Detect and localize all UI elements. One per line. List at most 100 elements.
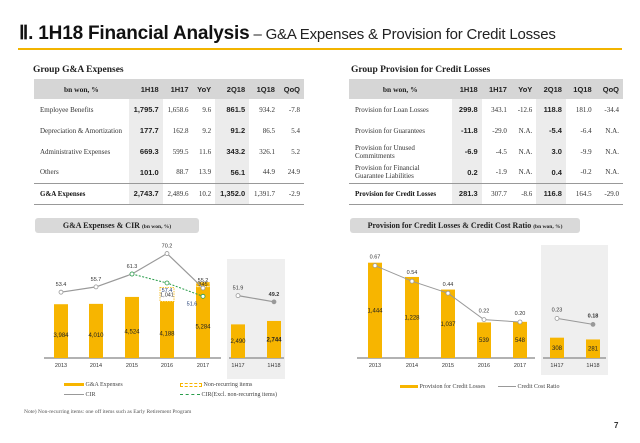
ga-chart-title-text: G&A Expenses & CIR (62, 221, 140, 230)
cell-1q18: 934.2 (259, 105, 275, 114)
column-header: bn won, % (34, 79, 129, 99)
bar-ga-expenses (54, 304, 68, 358)
legend-pcl: Provision for Credit Losses (400, 384, 485, 390)
cell-1q18: 1,391.7 (249, 182, 279, 205)
cell-qoq: 5.4 (291, 126, 300, 135)
cell-1h17: 162.8 (172, 126, 189, 135)
cell-1h18: 101.0 (128, 162, 163, 183)
bar-value-label: 2,744 (266, 337, 282, 343)
cir-value-label: 53.4 (56, 282, 67, 288)
bar-value-label: 4,010 (88, 333, 104, 339)
x-tick-label: 2014 (90, 363, 102, 369)
column-header: 2Q18 (536, 79, 566, 99)
row-label: Provision for Credit Losses (349, 182, 452, 205)
title-main: Ⅱ. 1H18 Financial Analysis (19, 23, 250, 44)
total-row: Provision for Credit Losses 281.3 307.7 -8.… (349, 182, 623, 205)
column-header: bn won, % (349, 79, 452, 99)
legend-ccr: Credit Cost Ratio (498, 384, 560, 390)
cell-yoy: N.A. (518, 168, 533, 177)
point-cir-excl (164, 280, 170, 286)
bar-provision (513, 321, 527, 358)
x-tick-label: 2016 (161, 363, 173, 369)
cell-1q18: 44.9 (262, 168, 275, 177)
cell-yoy: 9.6 (202, 105, 212, 114)
column-header: 1H18 (451, 79, 482, 99)
cell-1h17: 88.7 (176, 168, 189, 177)
cell-1h17: 2,489.6 (162, 182, 193, 205)
bar-value-label: 308 (552, 346, 563, 352)
cell-yoy: N.A. (518, 126, 533, 135)
row-label-text: Others (40, 168, 59, 177)
bar-ga-expenses (231, 324, 245, 358)
row-label: G&A Expenses (34, 182, 129, 205)
cir-value-label: 49.2 (269, 292, 280, 298)
column-header: QoQ (595, 79, 623, 99)
pcl-table-title: Group Provision for Credit Losses (351, 65, 491, 75)
cell-2q18: 91.2 (215, 120, 250, 141)
row-label: Others (34, 162, 129, 183)
cell-1q18: 164.5 (565, 182, 596, 205)
point-credit-cost-ratio (481, 317, 487, 323)
bar-value-label: 281 (588, 347, 599, 353)
row-label: Employee Benefits (34, 99, 129, 120)
bar-provision (550, 337, 564, 358)
cir-value-label: 61.3 (127, 264, 138, 270)
point-credit-cost-ratio (445, 290, 451, 296)
column-header: 1H18 (128, 79, 163, 99)
cell-1h17: -4.5 (495, 147, 507, 156)
cell-2q18: 343.2 (215, 141, 250, 162)
bar-value-label: 4,188 (159, 332, 175, 338)
line-cir (237, 295, 275, 303)
point-cir (271, 299, 277, 305)
legend-label: Credit Cost Ratio (517, 384, 560, 390)
point-credit-cost-ratio (409, 278, 415, 284)
cell-2q18: 56.1 (215, 162, 250, 183)
ga-chart-title: G&A Expenses & CIR (bn won, %) (35, 218, 199, 233)
legend-green-dash-swatch (180, 394, 200, 396)
legend-dashed-swatch (180, 382, 202, 387)
point-cir (93, 284, 99, 290)
column-header: YoY (192, 79, 216, 99)
ratio-value-label: 0.67 (370, 255, 381, 261)
table-row: Provision for Financial Guarantee Liabili… (349, 162, 623, 183)
table-row: Provision for Loan Losses 299.8 343.1 -12.6… (349, 99, 623, 120)
cir-excl-value-label: 57.4 (162, 288, 173, 294)
page-number: 7 (614, 421, 619, 430)
cell-1h18: 2,743.7 (128, 182, 163, 205)
cell-yoy: -8.6 (510, 182, 537, 205)
title-subtitle: G&A Expenses & Provision for Credit Loss… (265, 26, 556, 43)
legend-non-recurring: Non-recurring items (180, 382, 252, 388)
point-credit-cost-ratio (372, 263, 378, 269)
highlight-panel (227, 259, 285, 379)
row-label-text: Provision for Loan Losses (355, 105, 429, 114)
cell-2q18: 0.4 (536, 162, 566, 183)
legend-cir: CIR (64, 392, 96, 398)
table-row: Depreciation & Amortization 177.7 162.8 9.2… (34, 120, 304, 141)
table-row: Provision for Guarantees -11.8 -29.0 N.A. -5… (349, 120, 623, 141)
row-label: Administrative Expenses (34, 141, 129, 162)
legend-label: Provision for Credit Losses (419, 384, 486, 390)
bar-provision (441, 289, 455, 358)
legend-ga-expenses: G&A Expenses (64, 382, 123, 388)
bar-value-label: 3,984 (53, 333, 69, 339)
column-header: 1Q18 (565, 79, 596, 99)
cell-2q18: 861.5 (215, 99, 250, 120)
x-tick-label: 2015 (126, 363, 138, 369)
x-tick-label: 2013 (55, 363, 67, 369)
line-credit-cost-ratio (556, 317, 594, 325)
row-label: Provision for Unused Commitments (349, 141, 452, 162)
legend-label: Non-recurring items (203, 382, 253, 388)
cell-1h18: -6.9 (451, 141, 482, 162)
point-cir-excl (200, 293, 206, 299)
legend-label: CIR (85, 392, 96, 398)
cell-yoy: 9.2 (202, 126, 212, 135)
total-row: G&A Expenses 2,743.7 2,489.6 10.2 1,352.0 1,3… (34, 182, 304, 205)
cir-value-label: 70.2 (162, 244, 173, 250)
cell-1h18: 0.2 (451, 162, 482, 183)
legend-line-swatch (64, 394, 84, 396)
cell-1q18: 86.5 (262, 126, 275, 135)
row-label-text-line2: Commitments (355, 151, 395, 160)
cell-1h17: 599.5 (172, 147, 189, 156)
row-label-text: Provision for Financial (355, 164, 420, 173)
